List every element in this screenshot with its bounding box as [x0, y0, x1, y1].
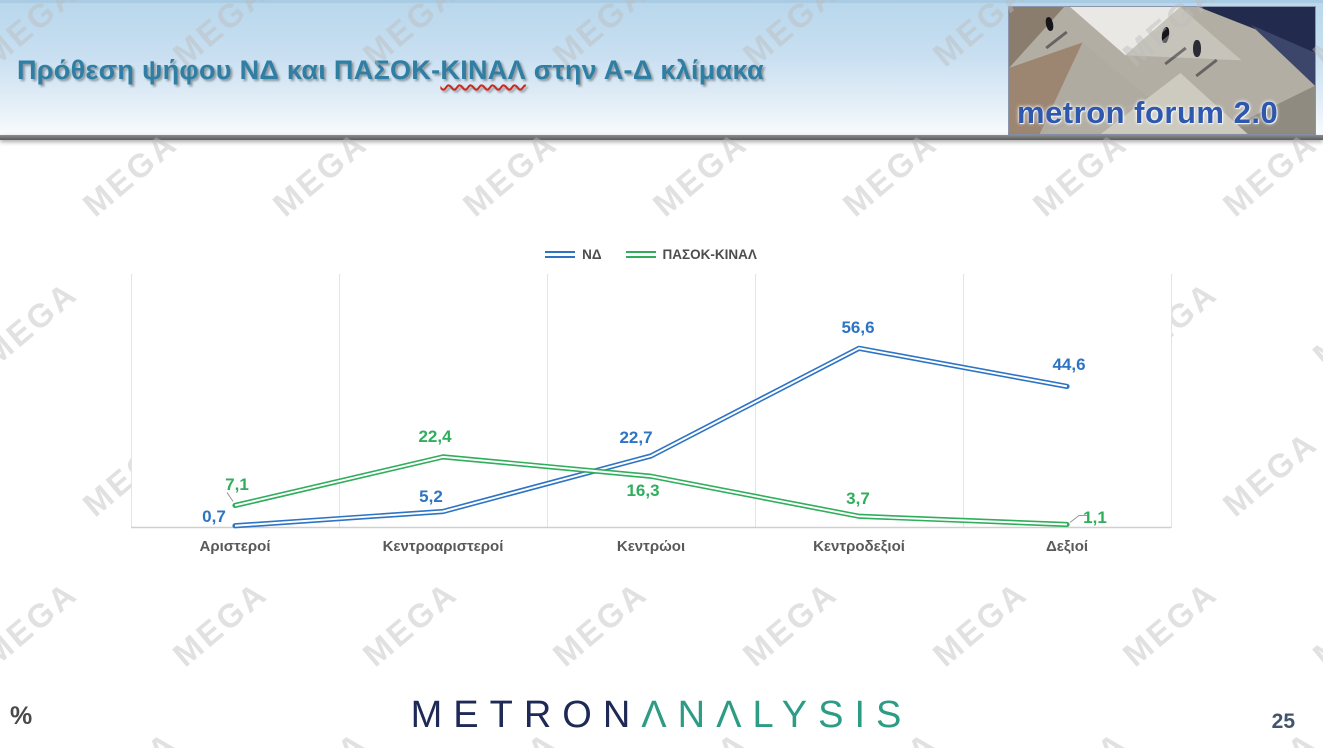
- data-label: 0,7: [202, 506, 226, 526]
- mega-watermark: MEGA: [76, 724, 185, 748]
- data-label: 1,1: [1083, 507, 1107, 527]
- logo-part-analysis: ΛNΛLYSIS: [641, 694, 913, 736]
- page-title: Πρόθεση ψήφου ΝΔ και ΠΑΣΟΚ-ΚΙΝΑΛ στην Α-…: [17, 55, 764, 86]
- legend-item: ΠΑΣΟΚ-ΚΙΝΑΛ: [625, 246, 757, 262]
- metron-forum-logo-image: metron forum 2.0: [1008, 6, 1316, 135]
- header: Πρόθεση ψήφου ΝΔ και ΠΑΣΟΚ-ΚΙΝΑΛ στην Α-…: [0, 0, 1323, 135]
- mega-watermark: MEGA: [925, 573, 1035, 674]
- mega-watermark: MEGA: [0, 273, 85, 374]
- mega-watermark: MEGA: [1115, 573, 1225, 674]
- x-axis-label: Κεντροδεξιοί: [813, 538, 905, 555]
- person-shadow: [1045, 31, 1068, 50]
- plot-area: 0,7 5,2 22,7 56,6 44,6 7,1 22,4 16,3 3,7 1,1: [131, 274, 1172, 529]
- mega-watermark: MEGA: [545, 573, 655, 674]
- x-axis-label: Κεντροαριστεροί: [382, 538, 504, 555]
- mega-watermark: MEGA: [1305, 573, 1323, 674]
- x-axis-label: Αριστεροί: [199, 538, 271, 555]
- header-divider-bar: [0, 135, 1323, 140]
- data-label: 44,6: [1052, 355, 1086, 375]
- mega-watermark: MEGA: [266, 724, 375, 748]
- title-spellcheck-word: ΚΙΝΑΛ: [440, 55, 526, 85]
- mega-watermark: MEGA: [735, 573, 845, 674]
- metron-analysis-logo: METRONΛNΛLYSIS: [411, 694, 913, 737]
- data-label: 5,2: [419, 487, 443, 507]
- legend-line-marker: [545, 250, 576, 258]
- data-label: 22,4: [418, 426, 452, 446]
- x-axis-label: Δεξιοί: [1045, 538, 1089, 555]
- mega-watermark: MEGA: [355, 573, 465, 674]
- data-label: 22,7: [619, 427, 653, 447]
- data-label: 7,1: [225, 475, 249, 495]
- legend-label: ΝΔ: [582, 246, 602, 262]
- legend-line-marker: [625, 250, 656, 258]
- legend-label: ΠΑΣΟΚ-ΚΙΝΑΛ: [662, 246, 757, 262]
- x-axis-label: Κεντρώοι: [616, 538, 686, 555]
- chart-canvas: [131, 274, 1172, 529]
- logo-part-metron: METRON: [410, 694, 642, 736]
- person-silhouette: [1192, 40, 1201, 58]
- data-label: 56,6: [841, 318, 875, 338]
- data-label: 3,7: [846, 489, 870, 509]
- x-axis: Αριστεροί Κεντροαριστεροί Κεντρώοι Κεντροδε…: [131, 530, 1171, 560]
- percent-unit-label: %: [10, 702, 33, 730]
- line-chart: ΝΔ ΠΑΣΟΚ-ΚΙΝΑΛ 0,7 5,2 22,7 56,6 44,6 7,1 22,4 1…: [131, 238, 1172, 568]
- mega-watermark: MEGA: [165, 573, 275, 674]
- mega-watermark: MEGA: [1305, 273, 1323, 374]
- title-text: Πρόθεση ψήφου ΝΔ και ΠΑΣΟΚ-: [17, 55, 441, 85]
- mega-watermark: MEGA: [1216, 724, 1323, 748]
- mega-watermark: MEGA: [0, 573, 85, 674]
- metron-forum-logo-text: metron forum 2.0: [1017, 95, 1279, 130]
- legend-item: ΝΔ: [545, 246, 602, 262]
- page-number: 25: [1271, 710, 1295, 733]
- chart-legend: ΝΔ ΠΑΣΟΚ-ΚΙΝΑΛ: [131, 238, 1171, 268]
- mega-watermark: MEGA: [1026, 724, 1135, 748]
- title-text-suffix: στην Α-Δ κλίμακα: [525, 55, 764, 85]
- data-label: 16,3: [626, 481, 660, 501]
- person-shadow: [1195, 59, 1218, 78]
- mega-watermark: MEGA: [1215, 423, 1323, 524]
